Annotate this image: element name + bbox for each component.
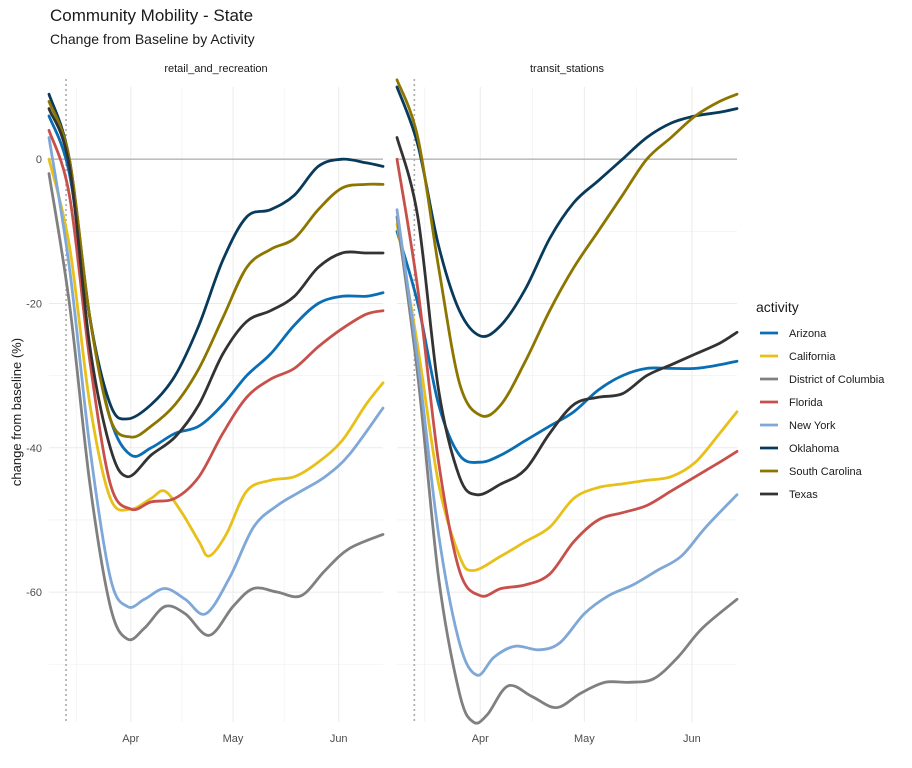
legend-label-texas: Texas xyxy=(789,489,818,501)
chart-subtitle: Change from Baseline by Activity xyxy=(50,31,255,47)
facets-layer: retail_and_recreation Apr May Jun 0 -20 -40 -60… xyxy=(26,63,739,745)
facet-panel-transit_stations: transit_stations Apr May Jun xyxy=(395,63,739,745)
series-line-oklahoma xyxy=(395,85,739,338)
x-tick-label: May xyxy=(574,733,595,745)
x-tick-label: Apr xyxy=(122,733,139,745)
y-tick-label: -20 xyxy=(26,298,42,310)
x-tick-label: Apr xyxy=(472,733,489,745)
legend: activity Arizona California District of Col… xyxy=(756,299,885,501)
y-tick-label: -40 xyxy=(26,443,42,455)
x-tick-label: Jun xyxy=(683,733,701,745)
legend-label-district-of-columbia: District of Columbia xyxy=(789,374,885,386)
legend-label-florida: Florida xyxy=(789,397,824,409)
series-line-district-of-columbia xyxy=(395,215,739,725)
legend-label-oklahoma: Oklahoma xyxy=(789,443,840,455)
series-line-south-carolina xyxy=(395,78,739,418)
series-line-texas xyxy=(395,136,739,497)
y-axis-title: change from baseline (%) xyxy=(9,338,24,486)
legend-label-arizona: Arizona xyxy=(789,328,827,340)
x-tick-label: May xyxy=(223,733,244,745)
series-line-florida xyxy=(395,157,739,598)
facet-label-retail_and_recreation: retail_and_recreation xyxy=(164,63,267,75)
series-line-new-york xyxy=(47,136,385,616)
series-line-california xyxy=(395,222,739,572)
series-line-california xyxy=(47,157,385,558)
series-line-new-york xyxy=(395,208,739,677)
series-line-arizona xyxy=(395,229,739,464)
chart-title: Community Mobility - State xyxy=(50,6,254,25)
facet-panel-retail_and_recreation: retail_and_recreation Apr May Jun 0 -20 -40 -60 xyxy=(26,63,385,745)
series-line-south-carolina xyxy=(47,100,385,439)
series-line-texas xyxy=(47,107,385,479)
y-tick-label: 0 xyxy=(36,154,42,166)
x-tick-label: Jun xyxy=(330,733,348,745)
series-line-florida xyxy=(47,128,385,512)
legend-label-california: California xyxy=(789,351,836,363)
series-line-district-of-columbia xyxy=(47,172,385,642)
legend-label-south-carolina: South Carolina xyxy=(789,466,863,478)
legend-label-new-york: New York xyxy=(789,420,836,432)
facet-label-transit_stations: transit_stations xyxy=(530,63,604,75)
y-tick-label: -60 xyxy=(26,587,42,599)
legend-title: activity xyxy=(756,299,799,315)
